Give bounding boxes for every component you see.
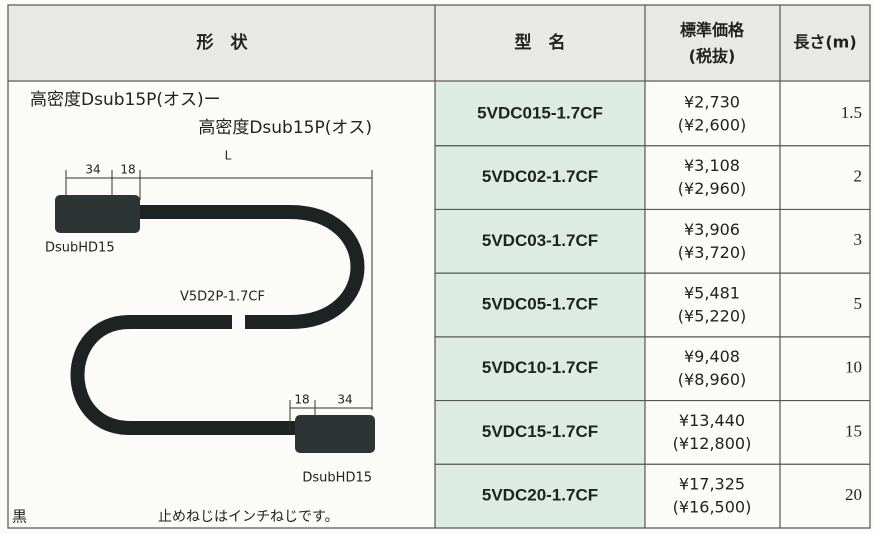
price-excl: (¥5,220) [678, 307, 746, 326]
header-length: 長さ(m) [793, 33, 856, 52]
header-price-note: (税抜) [689, 47, 736, 66]
header-price: 標準価格 [680, 21, 745, 40]
dimension-lines [65, 170, 373, 430]
left-connector-label: DsubHD15 [45, 241, 115, 256]
price: ¥2,730 [684, 92, 740, 111]
length: 15 [845, 421, 862, 440]
header-bg [8, 5, 870, 80]
fig-line1: 高密度Dsub15P(オス)ー [30, 90, 221, 110]
header-shape: 形 状 [197, 32, 249, 53]
cable-figure: 高密度Dsub15P(オス)ー 高密度Dsub15P(オス) 34 18 L D… [12, 90, 375, 526]
cable-label: V5D2P-1.7CF [180, 290, 265, 305]
length: 2 [854, 166, 863, 185]
price-excl: (¥12,800) [673, 434, 752, 453]
price: ¥5,481 [684, 284, 740, 303]
model: 5VDC10-1.7CF [482, 358, 598, 377]
table-border [7, 4, 871, 529]
model: 5VDC15-1.7CF [482, 422, 598, 441]
right-connector-label: DsubHD15 [302, 471, 372, 486]
right-connector [295, 415, 375, 453]
price-excl: (¥3,720) [678, 243, 746, 262]
price-excl: (¥2,600) [678, 115, 746, 134]
price: ¥3,906 [684, 220, 740, 239]
length: 20 [845, 485, 862, 504]
dim-a: 34 [85, 163, 100, 177]
price: ¥9,408 [684, 347, 740, 366]
note: 止めねじはインチねじです。 [158, 509, 339, 525]
length: 1.5 [841, 103, 862, 122]
model: 5VDC02-1.7CF [482, 167, 598, 186]
cable [70, 205, 365, 435]
model: 5VDC05-1.7CF [482, 294, 598, 313]
model: 5VDC015-1.7CF [477, 103, 603, 122]
model: 5VDC03-1.7CF [482, 231, 598, 250]
price-excl: (¥8,960) [678, 370, 746, 389]
dim-c: 18 [294, 393, 309, 407]
dim-b: 18 [120, 163, 135, 177]
price: ¥17,325 [679, 475, 745, 494]
price: ¥3,108 [684, 156, 740, 175]
header-model: 型 名 [515, 32, 566, 53]
left-connector [55, 195, 140, 233]
dim-d: 34 [337, 393, 352, 407]
length: 5 [854, 294, 863, 313]
price-excl: (¥2,960) [678, 179, 746, 198]
price: ¥13,440 [679, 411, 745, 430]
length: 3 [854, 230, 863, 249]
model-column-bg [435, 82, 645, 528]
price-excl: (¥16,500) [673, 498, 752, 517]
color-label: 黒 [12, 508, 27, 526]
model: 5VDC20-1.7CF [482, 486, 598, 505]
fig-line2: 高密度Dsub15P(オス) [198, 118, 372, 138]
length: 10 [845, 358, 862, 377]
dim-l: L [225, 149, 232, 163]
